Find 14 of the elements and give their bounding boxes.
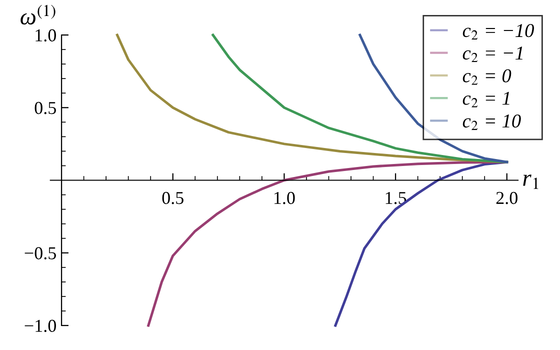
y-tick-label: 1.0 bbox=[36, 29, 56, 42]
x-tick-label: 0.5 bbox=[162, 192, 184, 204]
legend-label: c$_{2}$ = 10 bbox=[462, 114, 521, 130]
x-tick-label: 2.0 bbox=[496, 192, 518, 204]
legend-label: c$_{2}$ = 0 bbox=[462, 69, 512, 85]
legend-label: c$_{2}$ = 1 bbox=[462, 92, 510, 108]
legend-label: c$_{2}$ = −10 bbox=[462, 24, 534, 40]
x-axis-title: r$_{1}$ bbox=[523, 174, 538, 189]
y-axis-title: ω$^{(1)}$ bbox=[20, 4, 56, 25]
legend-label: c$_{2}$ = −1 bbox=[462, 46, 522, 62]
y-tick-label: −0.5 bbox=[24, 247, 56, 260]
x-tick-label: 1.0 bbox=[274, 192, 295, 204]
y-tick-label: 0.5 bbox=[34, 102, 56, 114]
y-tick-label: −1.0 bbox=[24, 320, 56, 332]
